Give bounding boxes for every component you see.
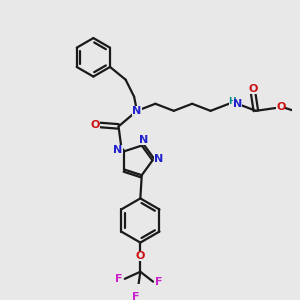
Text: F: F [132, 292, 140, 300]
Text: O: O [276, 102, 286, 112]
Text: F: F [116, 274, 123, 284]
Text: N: N [132, 106, 142, 116]
Text: F: F [155, 277, 163, 287]
Text: O: O [90, 120, 100, 130]
Text: N: N [113, 145, 123, 155]
Text: H: H [229, 97, 236, 106]
Text: N: N [154, 154, 164, 164]
Text: O: O [136, 251, 145, 261]
Text: N: N [233, 99, 242, 109]
Text: N: N [139, 136, 148, 146]
Text: O: O [248, 84, 258, 94]
